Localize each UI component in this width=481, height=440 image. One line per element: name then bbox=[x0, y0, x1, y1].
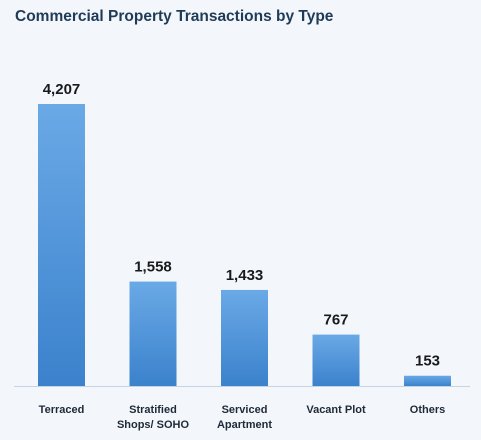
category-label-4: Others bbox=[410, 404, 445, 416]
value-label-2: 1,433 bbox=[226, 267, 264, 284]
category-label-1-line-1: Shops/ SOHO bbox=[117, 419, 190, 431]
category-label-2-line-0: Serviced bbox=[222, 404, 268, 416]
value-label-4: 153 bbox=[415, 353, 440, 370]
value-label-1: 1,558 bbox=[134, 259, 172, 276]
bar-3 bbox=[312, 334, 360, 386]
labels-layer: 4,207 Terraced 1,558 Stratified Shops/ SOHO 1… bbox=[39, 81, 446, 431]
category-label-1-line-0: Stratified bbox=[129, 404, 177, 416]
bar-0 bbox=[38, 104, 85, 386]
chart-title: Commercial Property Transactions by Type bbox=[15, 8, 334, 25]
bar-4 bbox=[404, 375, 451, 386]
bar-2 bbox=[221, 289, 268, 386]
category-label-2-line-1: Apartment bbox=[217, 419, 272, 431]
category-label-3: Vacant Plot bbox=[306, 404, 366, 416]
bars-layer bbox=[38, 104, 451, 386]
value-label-0: 4,207 bbox=[43, 81, 81, 98]
value-label-3: 767 bbox=[323, 312, 348, 329]
category-label-0: Terraced bbox=[39, 404, 85, 416]
bar-1 bbox=[129, 281, 177, 386]
